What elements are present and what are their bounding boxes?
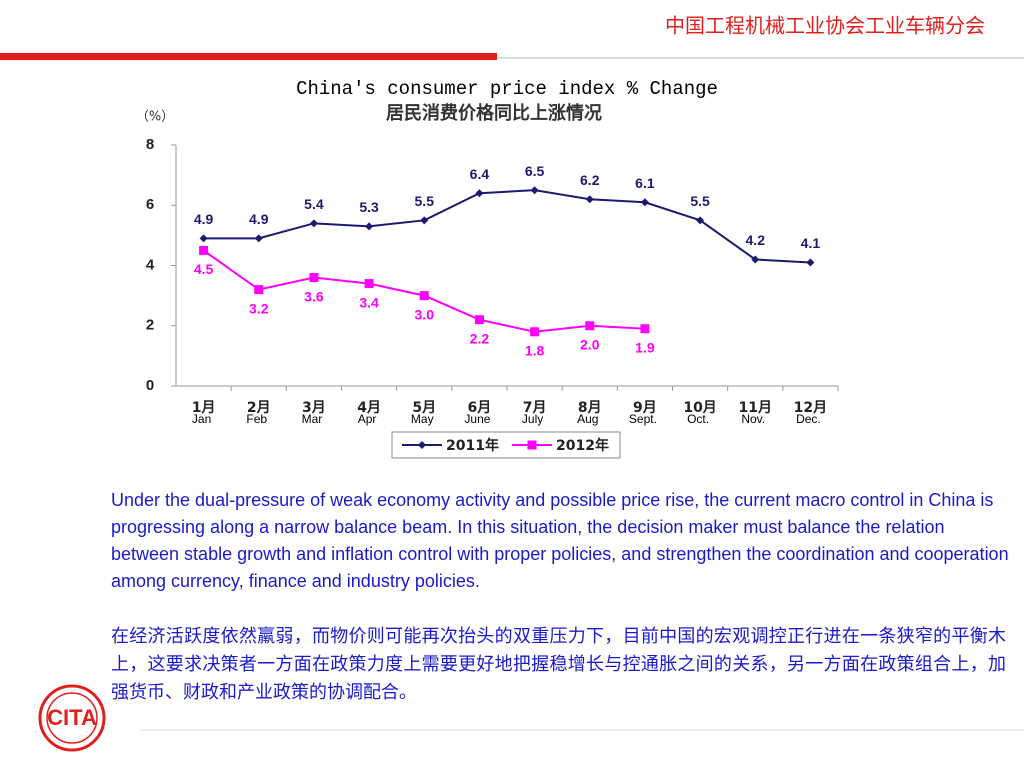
data-label: 5.5 — [415, 193, 435, 209]
point — [418, 441, 426, 449]
x-tick-label-en: Sept. — [629, 412, 657, 426]
x-tick-label-en: Aug — [577, 412, 598, 426]
data-label: 3.0 — [415, 306, 435, 322]
y-tick-label: 4 — [146, 256, 155, 273]
data-label: 1.8 — [525, 342, 545, 358]
x-tick-label-en: May — [411, 412, 434, 426]
data-label: 2.0 — [580, 336, 600, 352]
logo-ring-inner — [46, 692, 98, 744]
point — [530, 186, 539, 195]
x-tick-label-en: Nov. — [741, 412, 765, 426]
x-tick-label-en: Jan — [192, 412, 211, 426]
point — [365, 222, 374, 231]
x-tick-label: 8月 — [578, 400, 602, 416]
data-label: 6.5 — [525, 163, 545, 179]
y-axis-label: （%） — [136, 110, 174, 125]
logo: CITA — [38, 684, 106, 752]
point — [475, 189, 484, 198]
x-tick-label-en: Dec. — [796, 412, 821, 426]
point — [199, 245, 209, 255]
data-label: 4.2 — [746, 232, 766, 248]
x-tick-label-en: Oct. — [687, 412, 709, 426]
data-label: 4.1 — [801, 235, 821, 251]
x-tick-label: 9月 — [633, 400, 657, 416]
data-label: 4.9 — [194, 211, 214, 227]
x-tick-label: 5月 — [412, 400, 436, 416]
point — [254, 234, 263, 243]
header-bar — [0, 53, 497, 60]
data-label: 4.5 — [194, 261, 214, 277]
point — [309, 273, 319, 283]
point — [640, 324, 650, 334]
point — [806, 258, 815, 267]
y-tick-label: 8 — [146, 136, 154, 153]
data-label: 6.2 — [580, 172, 600, 188]
point — [585, 195, 594, 204]
y-tick-label: 2 — [146, 317, 154, 334]
data-label: 4.9 — [249, 211, 269, 227]
legend-label: 2012年 — [556, 437, 609, 454]
body-english: Under the dual-pressure of weak economy … — [111, 490, 1009, 591]
chart-subtitle: 居民消费价格同比上涨情况 — [386, 102, 602, 124]
x-tick-label: 1月 — [192, 400, 216, 416]
x-tick-label: 12月 — [794, 400, 827, 416]
x-tick-label-en: Apr — [358, 412, 377, 426]
point — [309, 219, 318, 228]
data-label: 5.4 — [304, 196, 324, 212]
header-title: 中国工程机械工业协会工业车辆分会 — [665, 14, 985, 38]
data-label: 3.6 — [304, 288, 324, 304]
point — [696, 216, 705, 225]
legend-label: 2011年 — [446, 437, 499, 454]
series-line — [203, 189, 811, 264]
x-tick-label: 2月 — [247, 400, 271, 416]
x-tick-label-en: July — [522, 412, 543, 426]
x-tick-label-en: Feb — [246, 412, 267, 426]
logo-ring — [38, 684, 106, 752]
x-tick-label: 4月 — [357, 400, 381, 416]
data-label: 1.9 — [635, 339, 655, 355]
point — [254, 285, 264, 295]
y-tick-label: 0 — [146, 377, 154, 394]
x-tick-label: 10月 — [683, 400, 716, 416]
data-label: 6.4 — [470, 166, 490, 182]
point — [474, 315, 484, 325]
point — [527, 440, 537, 450]
body-chinese: 在经济活跃度依然羸弱，而物价则可能再次抬头的双重压力下，目前中国的宏观调控正行进… — [111, 626, 1006, 703]
chart-title: China's consumer price index % Change — [296, 78, 718, 100]
x-tick-label: 3月 — [302, 400, 326, 416]
data-label: 6.1 — [635, 175, 655, 191]
x-tick-label-en: Mar — [302, 412, 323, 426]
y-tick-label: 6 — [146, 196, 154, 213]
logo-text: CITA — [47, 705, 97, 730]
data-label: 5.5 — [690, 193, 710, 209]
x-tick-label: 11月 — [739, 400, 772, 416]
point — [751, 255, 760, 264]
point — [364, 279, 374, 289]
point — [420, 216, 429, 225]
x-tick-label: 6月 — [468, 400, 492, 416]
x-tick-label-en: June — [464, 412, 490, 426]
point — [640, 198, 649, 207]
data-label: 2.2 — [470, 330, 490, 346]
point — [530, 327, 540, 337]
point — [199, 234, 208, 243]
x-tick-label: 7月 — [523, 400, 547, 416]
data-label: 3.2 — [249, 300, 269, 316]
point — [419, 291, 429, 301]
point — [585, 321, 595, 331]
data-label: 5.3 — [359, 199, 379, 215]
data-label: 3.4 — [359, 294, 379, 310]
